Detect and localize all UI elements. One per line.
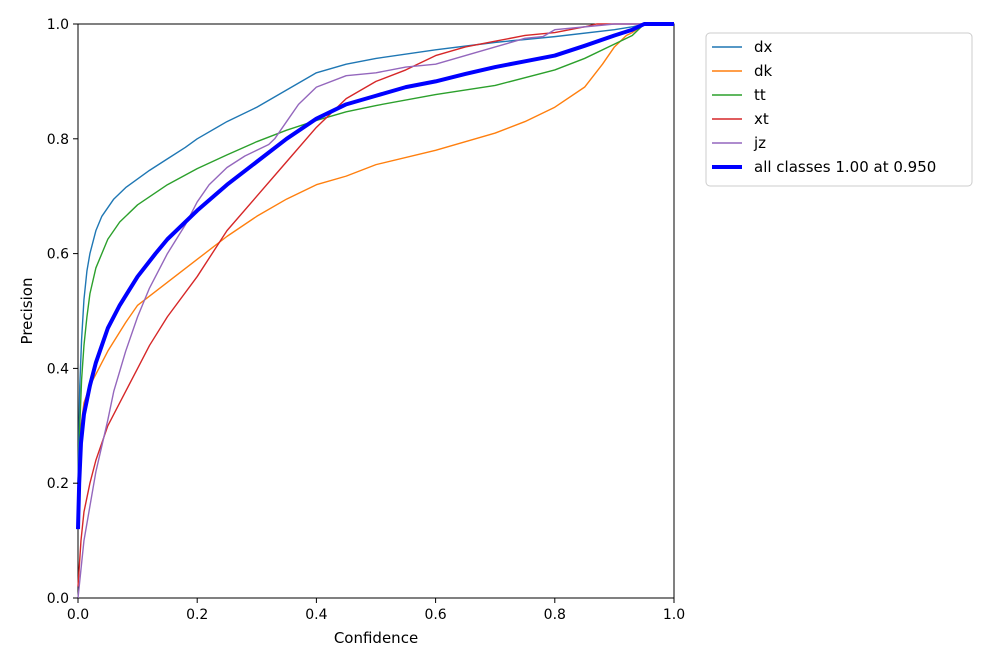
- y-tick-label: 0.0: [47, 591, 69, 607]
- series-line-tt: [77, 23, 674, 512]
- legend-items: dx dk tt xt jz all classes 1.00 at 0.950: [712, 38, 936, 176]
- y-axis-ticks: 0.0 0.2 0.4 0.6 0.8 1.0: [47, 17, 78, 607]
- legend-label-dx: dx: [754, 38, 773, 56]
- x-axis-ticks: 0.0 0.2 0.4 0.6 0.8 1.0: [67, 598, 685, 623]
- series-line-dx: [77, 23, 674, 484]
- y-tick-label: 0.4: [47, 361, 69, 377]
- series-line-jz: [77, 23, 674, 599]
- plot-frame: [77, 23, 675, 599]
- y-tick-label: 0.8: [47, 132, 69, 148]
- x-tick-label: 0.6: [424, 607, 446, 623]
- y-tick-label: 0.2: [47, 476, 69, 492]
- series-line-all-classes-1-00-at-0-950: [76, 22, 674, 530]
- legend-label-tt: tt: [754, 86, 766, 104]
- x-tick-label: 0.4: [305, 607, 327, 623]
- legend-frame: [705, 32, 973, 187]
- y-axis-label: Precision: [18, 278, 36, 345]
- x-tick-label: 0.8: [544, 607, 566, 623]
- legend-label-xt: xt: [754, 110, 769, 128]
- x-axis-label: Confidence: [334, 629, 418, 647]
- y-tick-label: 1.0: [47, 17, 69, 33]
- series-line-xt: [77, 23, 674, 587]
- x-tick-label: 1.0: [663, 607, 685, 623]
- legend-label-dk: dk: [754, 62, 773, 80]
- series-line-dk: [77, 23, 674, 512]
- y-tick-label: 0.6: [47, 247, 69, 263]
- legend-label-all-classes-1-00-at-0-950: all classes 1.00 at 0.950: [754, 158, 936, 176]
- legend-label-jz: jz: [753, 134, 766, 152]
- series-group: [76, 22, 674, 599]
- x-tick-label: 0.2: [186, 607, 208, 623]
- x-tick-label: 0.0: [67, 607, 89, 623]
- plot-area: 0.0 0.2 0.4 0.6 0.8 1.0 0.0 0.2 0.4 0.6 0.8 1.0: [47, 17, 685, 623]
- legend: dx dk tt xt jz all classes 1.00 at 0.950: [705, 32, 973, 187]
